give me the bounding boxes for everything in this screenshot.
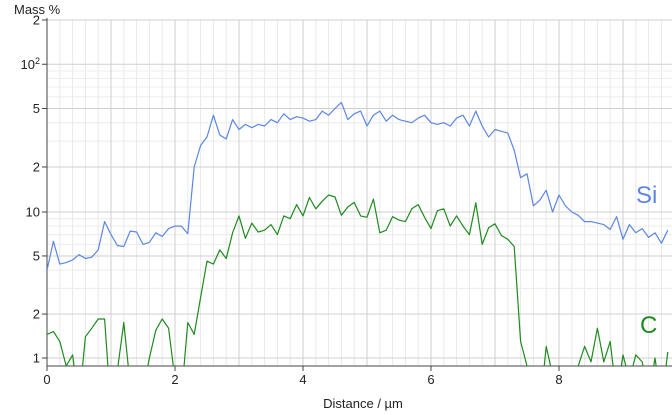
series-label-si: Si	[636, 182, 657, 209]
x-axis-title: Distance / µm	[323, 396, 403, 411]
y-axis-title: Mass %	[14, 2, 61, 17]
y-tick-label: 5	[33, 248, 40, 263]
axes	[42, 18, 672, 371]
superscript: 2	[35, 56, 40, 66]
x-tick-label: 8	[555, 372, 562, 387]
y-tick-label: 1	[33, 351, 40, 366]
y-tick-label: 2	[33, 160, 40, 175]
x-tick-label: 4	[299, 372, 306, 387]
major-grid	[46, 19, 672, 366]
x-tick-label: 2	[171, 372, 178, 387]
y-tick-label: 2	[33, 13, 40, 28]
series-line-c	[47, 194, 669, 366]
x-tick-label: 0	[43, 372, 50, 387]
y-tick-label: 10	[26, 205, 40, 220]
y-tick-label: 102	[21, 56, 40, 72]
y-tick-label: 5	[33, 101, 40, 116]
y-tick-label: 2	[33, 307, 40, 322]
minor-grid	[47, 20, 672, 366]
series-label-c: C	[640, 312, 657, 339]
series-layer	[47, 101, 669, 366]
x-tick-label: 6	[427, 372, 434, 387]
series-line-si	[47, 101, 669, 271]
